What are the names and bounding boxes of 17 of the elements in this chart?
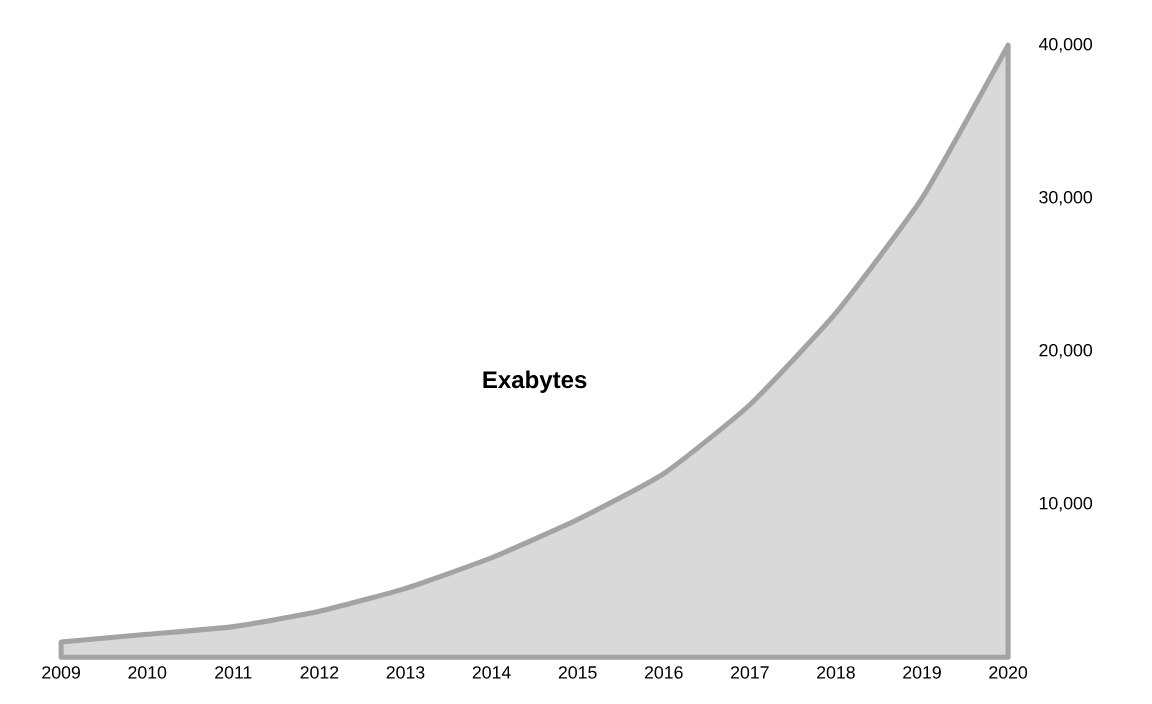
x-tick-label: 2018 [817,666,855,679]
x-tick-label: 2009 [42,666,80,679]
x-tick-label: 2015 [558,666,597,679]
x-tick-label: 2016 [644,666,683,679]
y-tick-label: 10,000 [1039,496,1093,512]
annotation: Exabytes [483,370,587,394]
y-tick-label: 30,000 [1039,190,1093,206]
x-tick-label: 2014 [472,666,511,679]
x-tick-label: 2012 [300,666,339,679]
y-tick-label: 20,000 [1039,343,1093,359]
x-tick-label: 2011 [215,666,252,679]
x-tick-label: 2013 [386,666,425,679]
y-tick-label: 40,000 [1038,37,1093,53]
x-tick-label: 2017 [731,666,769,679]
x-tick-label: 2020 [989,666,1028,679]
x-tick-label: 2019 [903,666,941,679]
x-tick-label: 2010 [128,666,167,679]
